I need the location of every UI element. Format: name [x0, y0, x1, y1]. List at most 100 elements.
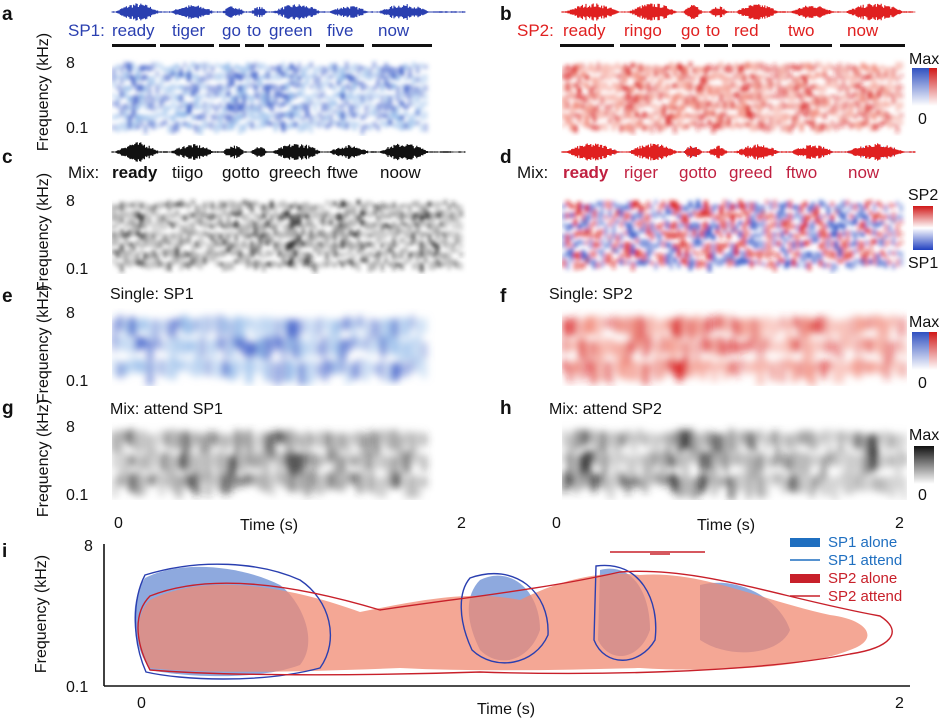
spectral-energy	[147, 101, 152, 110]
spectral-energy	[761, 101, 766, 109]
spectral-energy	[269, 122, 274, 127]
spectral-energy	[395, 74, 401, 81]
spectral-energy	[112, 224, 117, 229]
spectral-energy	[626, 122, 632, 133]
spectral-energy	[415, 475, 422, 499]
spectral-energy	[253, 71, 259, 82]
spectral-energy	[423, 123, 428, 132]
word-bar	[219, 44, 240, 47]
spectral-energy	[415, 86, 420, 95]
spectral-energy	[684, 124, 689, 129]
spectral-energy	[772, 112, 777, 122]
spectral-energy	[280, 471, 288, 487]
spectral-energy	[159, 121, 164, 128]
spectral-energy	[877, 477, 885, 493]
spectral-energy	[336, 76, 341, 84]
spectral-energy	[600, 81, 605, 91]
spectral-energy	[876, 253, 881, 258]
spectral-energy	[768, 232, 774, 242]
spectral-energy	[249, 261, 255, 267]
spectral-energy	[170, 248, 176, 258]
spectral-energy	[403, 63, 409, 71]
spectral-energy	[653, 110, 659, 116]
spectral-energy	[112, 249, 117, 255]
spectral-energy	[684, 100, 689, 108]
spectral-energy	[814, 218, 820, 224]
spectral-energy	[808, 431, 816, 450]
spectral-energy	[745, 75, 751, 81]
spectral-energy	[573, 211, 578, 218]
spectral-energy	[590, 360, 597, 385]
spectral-energy	[684, 229, 689, 237]
spectral-energy	[803, 214, 808, 222]
spectral-energy	[175, 432, 183, 449]
spectral-energy	[864, 115, 869, 125]
spectral-energy	[722, 119, 728, 129]
spectral-energy	[588, 94, 593, 100]
spectral-energy	[345, 473, 352, 485]
spectral-energy	[352, 261, 357, 269]
spectral-energy	[286, 429, 294, 453]
spectral-energy	[285, 67, 290, 72]
spectral-energy	[837, 431, 845, 455]
spectral-energy	[372, 92, 377, 100]
spectral-energy	[257, 214, 263, 222]
spectral-energy	[315, 454, 323, 468]
xtick-i-0: 0	[137, 695, 146, 712]
spectral-energy	[152, 319, 159, 337]
spectral-energy	[397, 434, 404, 457]
spectral-energy	[649, 93, 655, 101]
spectral-energy	[131, 261, 136, 266]
spectral-energy	[151, 114, 156, 124]
spectral-energy	[722, 342, 730, 358]
spectral-energy	[285, 242, 290, 252]
spectral-energy	[273, 92, 278, 101]
spectral-energy	[292, 432, 299, 447]
spectral-energy	[202, 75, 207, 83]
spectral-energy	[277, 263, 282, 268]
spectral-energy	[774, 319, 781, 335]
spectral-energy	[186, 203, 192, 209]
spectral-energy	[653, 341, 661, 361]
spectral-energy	[745, 104, 751, 111]
spectral-energy	[265, 100, 270, 108]
spectral-energy	[611, 201, 616, 208]
spectral-energy	[580, 212, 586, 223]
spectral-energy	[206, 250, 211, 258]
spectral-energy	[757, 260, 762, 266]
spectral-energy	[642, 94, 647, 102]
spectral-energy	[762, 474, 770, 498]
spectral-energy	[799, 123, 804, 132]
spectral-energy	[119, 263, 125, 273]
spectral-energy	[301, 241, 306, 247]
spectral-energy	[895, 62, 900, 72]
spectral-energy	[768, 223, 774, 230]
spectral-energy	[241, 124, 247, 132]
spectral-energy	[853, 122, 858, 128]
spectral-energy	[895, 124, 900, 134]
spectral-energy	[676, 429, 684, 454]
spectral-energy	[751, 473, 758, 493]
spectral-energy	[115, 100, 121, 109]
spectral-energy	[312, 120, 318, 127]
ytick-a-bottom: 0.1	[66, 120, 88, 137]
spectral-energy	[877, 363, 885, 375]
spectral-energy	[577, 119, 582, 124]
spectral-energy	[799, 257, 804, 262]
spectral-energy	[787, 114, 793, 120]
spectral-energy	[269, 475, 276, 496]
spectral-energy	[187, 362, 194, 375]
spectral-energy	[356, 93, 361, 100]
spectral-energy	[684, 259, 689, 267]
spectral-energy	[636, 429, 643, 443]
spectral-energy	[348, 84, 353, 92]
spectral-energy	[139, 233, 144, 241]
spectral-energy	[112, 240, 117, 246]
panel-label-b: b	[500, 4, 512, 25]
spectral-energy	[415, 239, 420, 247]
spectral-energy	[887, 91, 892, 98]
spectral-energy	[891, 93, 896, 102]
spectral-energy	[722, 451, 730, 472]
spectral-energy	[734, 212, 739, 217]
spectral-energy	[672, 247, 678, 253]
